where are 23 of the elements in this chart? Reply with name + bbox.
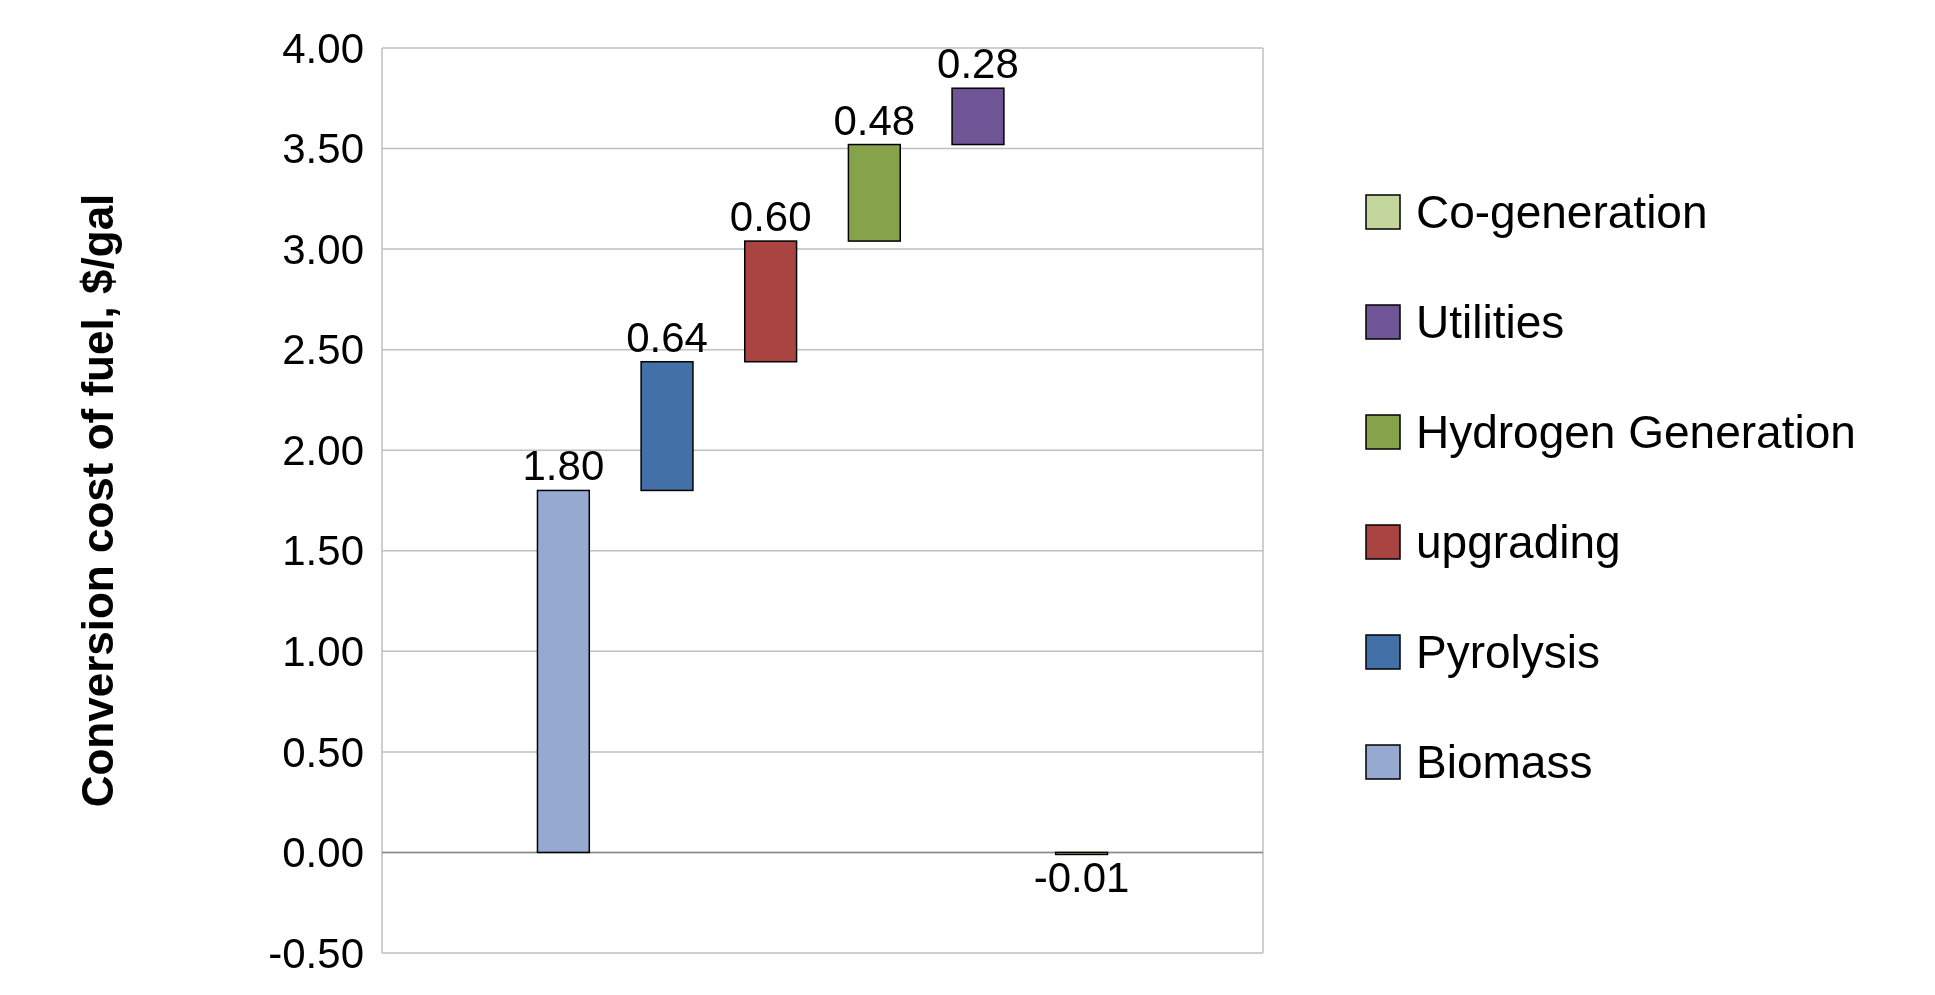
legend-label: upgrading [1416,516,1621,569]
y-tick-label: 1.00 [282,628,364,676]
y-tick-label: 2.50 [282,326,364,374]
data-label: -0.01 [1033,854,1130,902]
legend-label: Biomass [1416,736,1593,789]
y-tick-label: 0.50 [282,728,364,776]
data-label: 1.80 [522,442,605,490]
y-tick-label: 4.00 [282,24,364,72]
y-tick-label: 0.00 [282,829,364,877]
data-label: 0.64 [626,313,708,361]
legend-label: Co-generation [1416,186,1708,239]
legend-label: Utilities [1416,296,1565,349]
data-label: 0.60 [729,193,812,241]
y-tick-label: 1.50 [282,527,364,575]
data-label: 0.28 [937,40,1019,88]
y-axis-title: Conversion cost of fuel, $/gal [73,193,122,808]
y-tick-label: 3.00 [282,225,364,273]
y-tick-label: 2.00 [282,426,364,474]
legend-label: Pyrolysis [1416,626,1601,679]
y-tick-label: -0.50 [268,929,364,977]
y-tick-label: 3.50 [282,125,364,173]
data-label: 0.48 [833,96,916,144]
legend-label: Hydrogen Generation [1416,406,1856,459]
